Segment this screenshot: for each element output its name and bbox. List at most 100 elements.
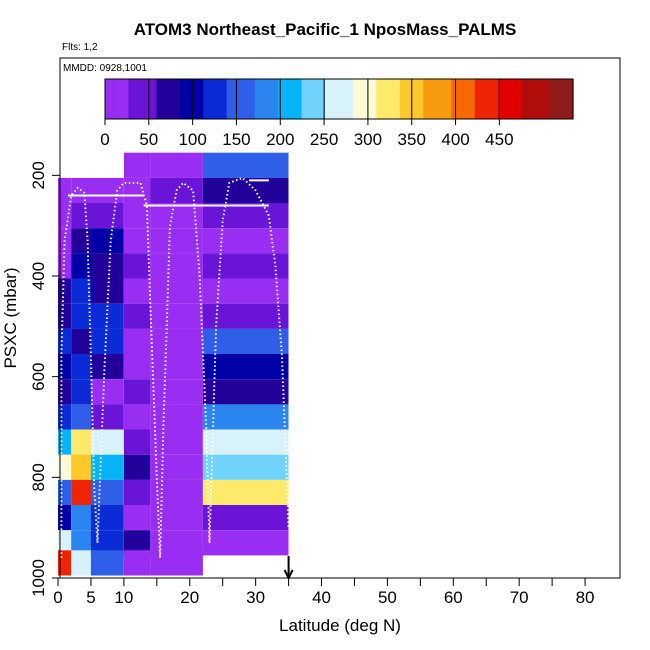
heatmap-cell — [90, 278, 124, 304]
x-tick-label: 30 — [246, 588, 265, 607]
colorbar-swatch — [460, 79, 466, 119]
heatmap-cell — [90, 303, 124, 329]
colorbar-swatch — [222, 79, 228, 119]
colorbar-swatch — [189, 79, 195, 119]
heatmap-cell — [202, 177, 289, 204]
colorbar-swatch — [558, 79, 565, 119]
colorbar-swatch — [193, 79, 200, 119]
colorbar-swatch — [268, 79, 275, 119]
heatmap-cell — [71, 253, 91, 279]
heatmap-cell — [58, 328, 72, 354]
heatmap-cell — [90, 203, 124, 229]
colorbar-swatch — [161, 79, 167, 119]
colorbar-tick-label: 250 — [310, 130, 338, 149]
heatmap-cell — [58, 479, 72, 506]
colorbar-tick-label: 200 — [266, 130, 294, 149]
colorbar-swatch — [329, 79, 335, 119]
colorbar-swatch — [105, 79, 111, 119]
heatmap-cell — [150, 328, 203, 354]
colorbar-swatch — [114, 79, 120, 119]
x-tick-label: 5 — [86, 588, 95, 607]
heatmap-cell — [123, 454, 151, 480]
colorbar-swatch — [488, 79, 495, 119]
heatmap-cell — [202, 404, 289, 430]
colorbar-swatch — [427, 79, 434, 119]
heatmap-cell — [202, 429, 289, 455]
x-tick-label: 80 — [576, 588, 595, 607]
colorbar-swatch — [563, 79, 569, 119]
heatmap-cell — [150, 203, 203, 229]
colorbar-swatch — [512, 79, 518, 119]
colorbar-swatch — [502, 79, 509, 119]
colorbar-swatch — [184, 79, 190, 119]
heatmap-cell — [123, 379, 151, 405]
colorbar-swatch — [535, 79, 541, 119]
colorbar-swatch — [451, 79, 457, 119]
heatmap-cell — [123, 550, 151, 576]
heatmap-cell — [123, 253, 151, 279]
flight-tracks — [60, 176, 294, 581]
heatmap-cell — [58, 253, 72, 279]
colorbar-swatch — [240, 79, 246, 119]
colorbar-swatch — [301, 79, 307, 119]
colorbar-swatch — [123, 79, 129, 119]
colorbar-swatch — [367, 79, 373, 119]
colorbar-swatch — [441, 79, 448, 119]
heatmap-cell — [150, 253, 203, 279]
colorbar-swatch — [282, 79, 289, 119]
colorbar-swatch — [437, 79, 443, 119]
colorbar-swatch — [170, 79, 176, 119]
heatmap-cells — [58, 152, 289, 576]
heatmap-cell — [90, 550, 124, 576]
heatmap-cell — [202, 203, 289, 229]
colorbar-swatch — [264, 79, 270, 119]
colorbar-swatch — [128, 79, 134, 119]
colorbar-swatch — [142, 79, 148, 119]
heatmap-cell — [71, 505, 91, 531]
heatmap-cell — [123, 152, 151, 178]
heatmap-cell — [90, 505, 124, 531]
heatmap-cell — [71, 354, 91, 380]
colorbar-swatch — [137, 79, 144, 119]
heatmap-cell — [71, 530, 91, 556]
colorbar-swatch — [357, 79, 363, 119]
heatmap-cell — [123, 278, 151, 304]
heatmap-cell — [71, 404, 91, 430]
colorbar-swatch — [165, 79, 172, 119]
colorbar-swatch — [404, 79, 410, 119]
colorbar-swatch — [245, 79, 251, 119]
heatmap-cell — [123, 203, 151, 229]
colorbar-swatch — [348, 79, 354, 119]
heatmap-cell — [90, 228, 124, 254]
heatmap-cell — [71, 550, 91, 576]
heatmap-cell — [202, 253, 289, 279]
heatmap-cell — [71, 203, 91, 229]
heatmap-cell — [71, 454, 91, 480]
heatmap-cell — [150, 454, 203, 480]
colorbar-swatch — [306, 79, 312, 119]
colorbar-swatch — [507, 79, 513, 119]
colorbar-tick-label: 150 — [222, 130, 250, 149]
heatmap-cell — [202, 479, 289, 506]
flight-track-line — [60, 186, 99, 558]
heatmap-cell — [90, 354, 124, 380]
colorbar-swatch — [334, 79, 340, 119]
colorbar-swatch — [423, 79, 429, 119]
colorbar-swatch — [198, 79, 204, 119]
x-tick-label: 70 — [510, 588, 529, 607]
colorbar-swatch — [212, 79, 218, 119]
heatmap-cell — [150, 228, 203, 254]
colorbar-swatch — [156, 79, 162, 119]
colorbar-swatch — [549, 79, 555, 119]
heatmap-cell — [90, 404, 124, 430]
x-tick-label: 40 — [312, 588, 331, 607]
colorbar-swatch — [259, 79, 265, 119]
colorbar-swatch — [151, 79, 158, 119]
heatmap-cell — [71, 278, 91, 304]
colorbar-swatch — [446, 79, 452, 119]
plot-frame — [59, 57, 621, 579]
colorbar-swatch — [544, 79, 551, 119]
x-tick-label: 50 — [378, 588, 397, 607]
y-tick-label: 600 — [29, 362, 48, 390]
